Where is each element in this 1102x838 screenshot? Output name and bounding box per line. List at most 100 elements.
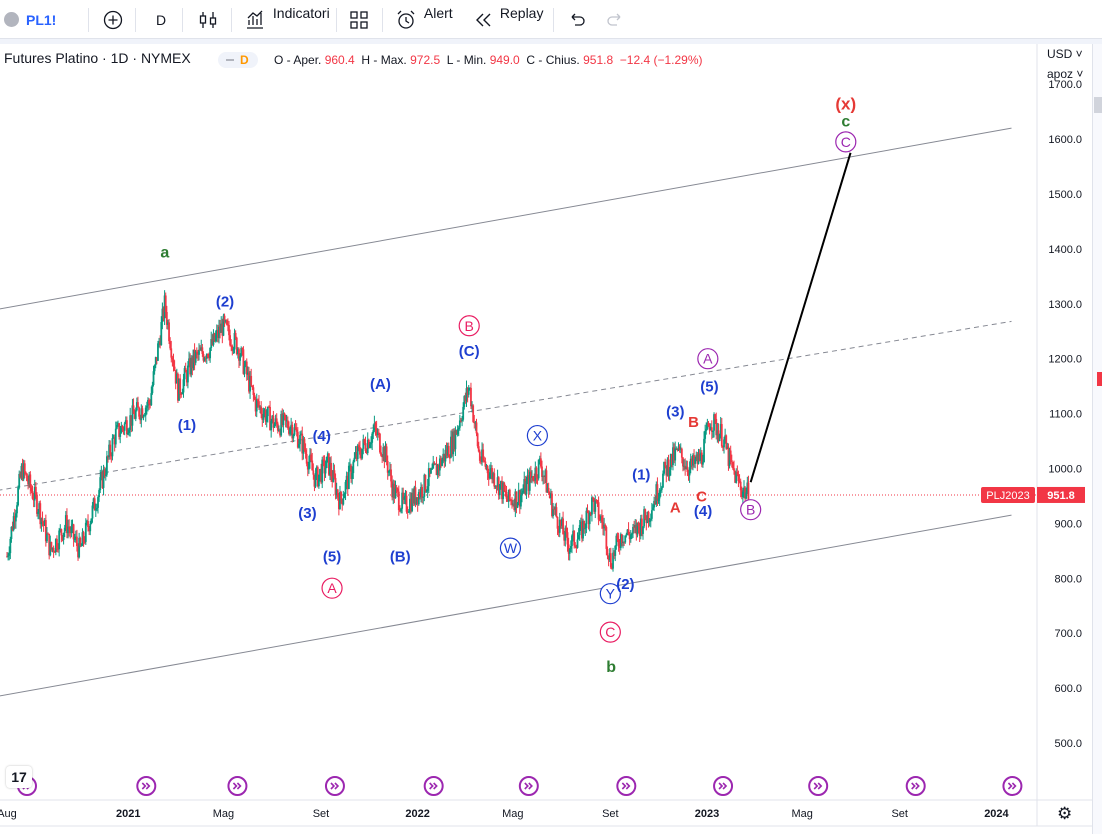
candle-body: [69, 529, 72, 534]
candle-body: [194, 351, 197, 363]
add-symbol-button[interactable]: [102, 8, 124, 32]
candle-body: [633, 527, 636, 529]
scale-mode-selector[interactable]: apoz ˅: [1047, 67, 1084, 81]
candle-body: [729, 450, 732, 461]
event-marker-icon[interactable]: [227, 776, 248, 796]
event-marker-icon[interactable]: [905, 776, 926, 796]
candle-body: [744, 487, 747, 499]
candle-body: [103, 469, 106, 476]
candle-body: [80, 545, 83, 547]
candle-body: [612, 552, 614, 569]
side-scroll-handle[interactable]: [1094, 97, 1102, 113]
alert-button[interactable]: Alert: [395, 5, 453, 32]
event-marker-icon[interactable]: [518, 776, 539, 796]
indicators-button[interactable]: Indicatori: [245, 5, 330, 32]
chart-type-button[interactable]: [198, 8, 218, 32]
layout-button[interactable]: [349, 8, 369, 32]
event-marker-icon[interactable]: [713, 776, 734, 796]
event-marker-icon[interactable]: [423, 776, 444, 796]
market-status-badge[interactable]: D: [218, 52, 258, 68]
candle-body: [40, 518, 43, 525]
candle-body: [629, 534, 632, 540]
event-marker-icon[interactable]: [616, 776, 637, 796]
candle-body: [351, 473, 354, 479]
candle-body: [41, 518, 44, 522]
candle-body: [622, 541, 624, 543]
candle-body: [7, 555, 10, 557]
candle-body: [113, 437, 116, 445]
candle-body: [572, 530, 574, 536]
candle-body: [390, 469, 392, 482]
candle-body: [256, 399, 259, 402]
candle-body: [81, 532, 84, 546]
wave-label: C: [696, 488, 707, 505]
candle-body: [517, 490, 520, 503]
candle-body: [210, 338, 213, 348]
candle-body: [191, 357, 194, 369]
candle-body: [579, 521, 582, 526]
undo-button[interactable]: [567, 8, 587, 32]
candle-body: [443, 453, 446, 462]
candle-body: [725, 435, 728, 449]
candle-body: [501, 481, 503, 500]
candle-body: [320, 468, 323, 483]
bottom-pane: [0, 826, 1102, 838]
symbol-search-button[interactable]: PL1!: [26, 12, 57, 28]
legend-title[interactable]: Futures Platino · 1D · NYMEX: [4, 50, 191, 66]
grid-layout-icon: [350, 11, 368, 29]
candle-body: [363, 439, 366, 444]
candle-body: [364, 443, 367, 451]
candle-body: [381, 455, 384, 458]
wave-label: (5): [323, 549, 341, 566]
candle-body: [533, 480, 536, 482]
candle-body: [28, 474, 31, 485]
event-marker-icon[interactable]: [1002, 776, 1023, 796]
wave-label: c: [841, 114, 850, 131]
candle-body: [48, 533, 51, 556]
candle-body: [111, 438, 114, 457]
candle-body: [608, 553, 611, 561]
candle-body: [212, 333, 215, 345]
candle-body: [208, 357, 210, 359]
candle-body: [688, 467, 691, 476]
candle-body: [37, 512, 39, 514]
candle-body: [9, 538, 12, 554]
interval-button[interactable]: D: [156, 12, 167, 28]
tradingview-logo[interactable]: 17: [6, 766, 32, 788]
event-marker-icon[interactable]: [136, 776, 157, 796]
candle-body: [255, 399, 258, 412]
candle-body: [689, 458, 692, 468]
candle-body: [326, 453, 329, 457]
candle-body: [345, 475, 348, 482]
candle-body: [63, 527, 66, 533]
candle-body: [705, 428, 708, 431]
candle-body: [478, 451, 481, 461]
candle-body: [138, 407, 140, 417]
event-marker-icon[interactable]: [808, 776, 829, 796]
event-marker-icon[interactable]: [324, 776, 345, 796]
candle-body: [402, 492, 405, 500]
candle-body: [313, 474, 316, 487]
candle-body: [114, 428, 117, 445]
replay-button[interactable]: Replay: [474, 5, 543, 32]
candle-body: [129, 415, 132, 430]
candle-body: [86, 521, 88, 523]
candle-body: [433, 462, 436, 465]
candle-body: [170, 348, 173, 358]
candle-body: [11, 526, 14, 531]
candle-body: [259, 406, 261, 408]
candle-body: [461, 419, 463, 422]
candle-body: [89, 523, 92, 532]
candle-body: [588, 512, 591, 525]
redo-button[interactable]: [605, 8, 625, 32]
toolbar-divider: [553, 8, 554, 32]
close-value: 951.8: [583, 53, 614, 67]
candle-body: [118, 423, 121, 437]
candle-body: [526, 475, 529, 481]
candle-body: [734, 470, 737, 483]
settings-gear-icon[interactable]: ⚙: [1057, 804, 1073, 823]
candle-body: [323, 459, 326, 474]
candle-body: [568, 548, 571, 554]
currency-selector[interactable]: USD ˅: [1047, 47, 1083, 61]
